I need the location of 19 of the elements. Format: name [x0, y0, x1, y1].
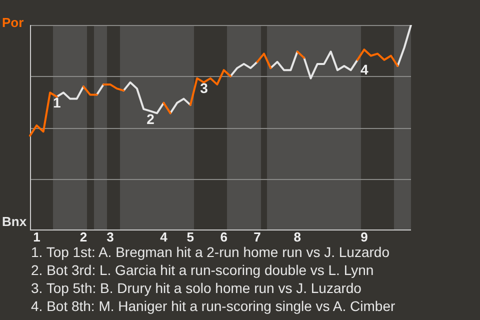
x-tick-label: 4 — [160, 229, 168, 244]
text: Bnx — [2, 214, 28, 230]
x-tick-label: 8 — [294, 229, 301, 244]
x-tick-label: 1 — [33, 229, 40, 244]
x-tick-label: 6 — [220, 229, 228, 244]
x-tick-label: 7 — [254, 229, 261, 244]
x-tick-label: 2 — [80, 229, 88, 244]
annotation: 3 — [200, 80, 208, 96]
annotation: 2 — [146, 110, 155, 127]
text: 1. Top 1st: A. Bregman hit a 2-run home run vs J. Luzardo — [31, 243, 390, 261]
annotation: 4 — [360, 62, 369, 78]
x-tick-label: 3 — [106, 229, 114, 244]
x-tick-label: 5 — [186, 229, 194, 244]
x-tick-label: 9 — [360, 229, 368, 244]
text: Por — [2, 15, 24, 30]
text: 2. Bot 3rd: L. Garcia hit a run-scoring double vs L. Lynn — [31, 261, 375, 279]
annotation: 1 — [53, 94, 62, 111]
text: 4. Bot 8th: M. Haniger hit a run-scoring single vs A. Cimber — [31, 297, 396, 315]
text: 3. Top 5th: B. Drury hit a solo home run vs J. Luzardo — [31, 279, 362, 297]
